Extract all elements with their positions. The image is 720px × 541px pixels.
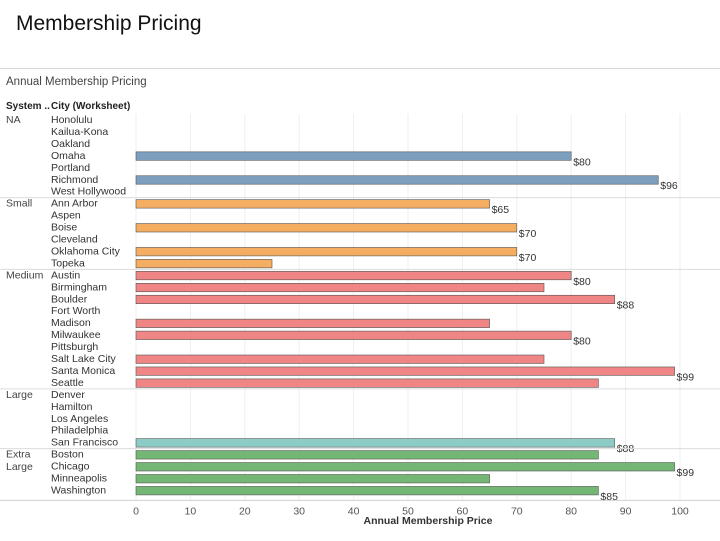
bar[interactable]	[136, 224, 517, 232]
bar[interactable]	[136, 200, 490, 208]
x-tick-label: 90	[620, 505, 632, 517]
city-label: Denver	[51, 389, 85, 401]
city-label: Austin	[51, 269, 80, 281]
data-label: $70	[519, 228, 537, 240]
data-label: $70	[519, 252, 537, 264]
system-label: Extra	[6, 449, 31, 461]
bar[interactable]	[136, 475, 490, 483]
chart-title: Annual Membership Pricing	[6, 76, 147, 88]
bar[interactable]	[136, 259, 272, 267]
city-label: Seattle	[51, 377, 84, 389]
bar[interactable]	[136, 331, 571, 339]
header-city[interactable]: City (Worksheet)	[51, 101, 130, 112]
slide-title: Membership Pricing	[16, 12, 202, 36]
bar[interactable]	[136, 463, 675, 471]
city-label: Boise	[51, 222, 77, 234]
bar-chart: Annual Membership Pricing System .. City…	[0, 69, 720, 541]
city-label: Topeka	[51, 257, 85, 269]
city-label: West Hollywood	[51, 186, 126, 198]
system-label: NA	[6, 114, 21, 126]
data-label: $65	[492, 204, 510, 216]
bar[interactable]	[136, 367, 675, 375]
city-label: Fort Worth	[51, 305, 101, 317]
bar[interactable]	[136, 152, 571, 160]
data-label: $88	[617, 300, 635, 312]
x-tick-label: 80	[565, 505, 577, 517]
city-label: Ann Arbor	[51, 198, 98, 210]
x-tick-label: 30	[293, 505, 305, 517]
bar[interactable]	[136, 283, 544, 291]
data-label: $99	[677, 371, 695, 383]
bar[interactable]	[136, 319, 490, 327]
x-tick-label: 40	[348, 505, 360, 517]
city-label: Portland	[51, 162, 90, 174]
x-axis: 0 10 20 30 40 50 60 70 80 90 100	[0, 500, 720, 517]
data-label: $88	[617, 443, 635, 455]
city-label: Philadelphia	[51, 425, 108, 437]
data-label: $96	[660, 180, 678, 192]
bar[interactable]	[136, 271, 571, 279]
data-label: $80	[573, 336, 591, 348]
city-label: Madison	[51, 317, 91, 329]
city-label: Milwaukee	[51, 329, 101, 341]
city-label: Chicago	[51, 461, 90, 473]
bar[interactable]	[136, 486, 598, 494]
system-label: Large	[6, 461, 33, 473]
bar[interactable]	[136, 451, 598, 459]
data-label: $80	[573, 276, 591, 288]
city-label: Richmond	[51, 174, 98, 186]
system-label: Medium	[6, 269, 44, 281]
city-label: Washington	[51, 484, 106, 496]
city-label: San Francisco	[51, 437, 118, 449]
city-label: Oklahoma City	[51, 245, 121, 257]
x-tick-label: 20	[239, 505, 251, 517]
city-label: Cleveland	[51, 234, 98, 246]
city-label: Pittsburgh	[51, 341, 98, 353]
data-label: $85	[600, 491, 618, 503]
data-label: $99	[677, 467, 695, 479]
city-label: Minneapolis	[51, 473, 107, 485]
x-tick-label: 70	[511, 505, 523, 517]
data-label: $80	[573, 156, 591, 168]
header-system[interactable]: System ..	[6, 101, 50, 112]
city-label: Los Angeles	[51, 413, 108, 425]
bar[interactable]	[136, 379, 598, 387]
city-label: Salt Lake City	[51, 353, 117, 365]
city-label: Kailua-Kona	[51, 126, 108, 138]
chart-panel: Annual Membership Pricing System .. City…	[0, 68, 720, 541]
bar[interactable]	[136, 176, 658, 184]
bar[interactable]	[136, 355, 544, 363]
x-tick-label: 10	[185, 505, 197, 517]
x-tick-label: 100	[671, 505, 689, 517]
city-label: Birmingham	[51, 281, 107, 293]
city-label: Hamilton	[51, 401, 93, 413]
city-label: Honolulu	[51, 114, 93, 126]
city-label: Omaha	[51, 150, 86, 162]
bar[interactable]	[136, 247, 517, 255]
bar[interactable]	[136, 439, 615, 447]
city-label: Aspen	[51, 210, 81, 222]
x-axis-label: Annual Membership Price	[364, 515, 493, 527]
city-label: Oakland	[51, 138, 90, 150]
city-label: Boulder	[51, 293, 88, 305]
x-tick-label: 0	[133, 505, 139, 517]
city-label: Boston	[51, 449, 84, 461]
system-label: Small	[6, 198, 32, 210]
bar[interactable]	[136, 295, 615, 303]
system-label: Large	[6, 389, 33, 401]
city-label: Santa Monica	[51, 365, 115, 377]
